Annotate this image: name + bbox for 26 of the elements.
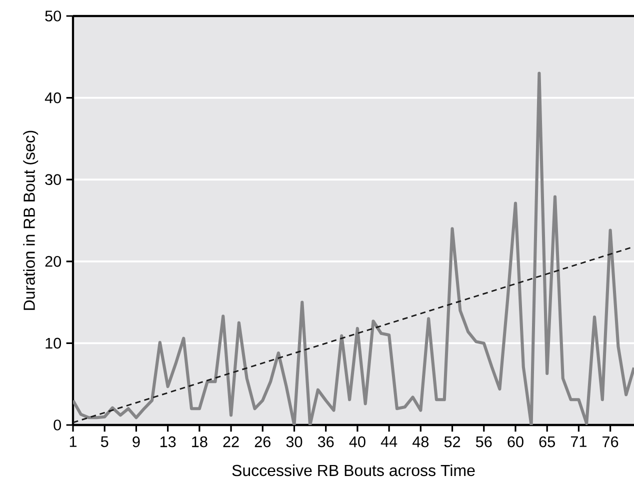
x-tick-label: 13 xyxy=(160,436,176,448)
x-tick-label: 56 xyxy=(476,436,492,448)
x-tick-label: 52 xyxy=(444,436,460,448)
x-tick-label: 65 xyxy=(539,436,555,448)
x-tick-label: 26 xyxy=(254,436,270,448)
x-tick-label: 48 xyxy=(412,436,429,448)
x-tick-label: 18 xyxy=(192,436,208,448)
x-tick-label: 22 xyxy=(223,436,239,448)
x-tick-label: 1 xyxy=(70,436,77,447)
x-tick-label: 5 xyxy=(100,436,108,448)
x-tick-label: 71 xyxy=(570,436,586,447)
x-tick-label: 76 xyxy=(602,436,618,448)
x-axis-title: Successive RB Bouts across Time xyxy=(232,464,475,476)
x-tick-label: 9 xyxy=(132,436,140,448)
y-tick-label: 30 xyxy=(45,174,62,186)
y-tick-label: 10 xyxy=(46,338,62,349)
x-tick-label: 30 xyxy=(286,436,302,448)
y-tick-label: 20 xyxy=(45,256,62,267)
x-tick-label: 44 xyxy=(380,436,398,447)
x-tick-label: 60 xyxy=(508,436,524,448)
y-tick-label: 40 xyxy=(44,92,62,104)
x-tick-label: 40 xyxy=(349,436,366,448)
x-tick-label: 36 xyxy=(318,436,334,448)
y-tick-label: 0 xyxy=(54,420,62,430)
y-tick-label: 50 xyxy=(45,10,62,22)
y-axis-title: Duration in RB Bout (sec) xyxy=(23,130,38,310)
